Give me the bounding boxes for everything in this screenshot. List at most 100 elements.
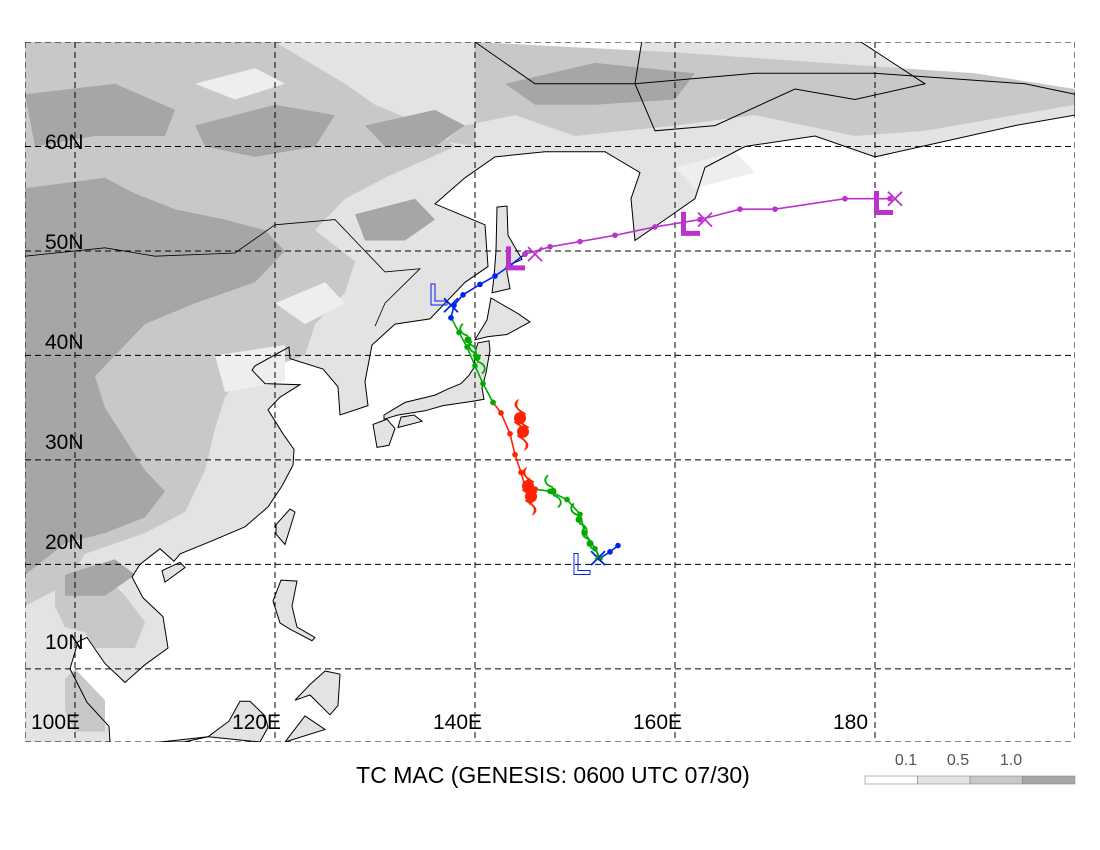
island-coast-1 bbox=[372, 418, 396, 448]
lat-label-60n: 60N bbox=[45, 131, 84, 154]
national-border bbox=[25, 219, 422, 327]
light-patch-0 bbox=[215, 345, 285, 392]
lat-label-20n: 20N bbox=[45, 531, 84, 554]
low-l-icon bbox=[681, 211, 700, 236]
marker-ts-11 bbox=[570, 502, 588, 537]
typhoon-center-icon bbox=[517, 425, 529, 438]
marker-x-3 bbox=[697, 211, 713, 228]
x-mark-icon bbox=[697, 211, 713, 228]
island-coast-6 bbox=[272, 579, 316, 642]
track-point-3-1 bbox=[480, 380, 486, 387]
track-point-5-5 bbox=[697, 216, 703, 223]
track-point-2-4 bbox=[507, 430, 513, 437]
light-patch-1 bbox=[195, 68, 285, 100]
low-l-open-icon bbox=[573, 553, 591, 575]
track-point-5-0 bbox=[522, 251, 528, 257]
track-point-5-8 bbox=[842, 195, 848, 202]
track-point-5-4 bbox=[652, 224, 658, 230]
x-mark-icon bbox=[887, 191, 903, 207]
track-point-0-1 bbox=[607, 549, 613, 555]
marker-ty-16 bbox=[516, 412, 530, 452]
track-segment-5 bbox=[524, 197, 890, 255]
island-coast-8 bbox=[206, 700, 269, 742]
storm-arms-icon bbox=[581, 526, 599, 561]
storm-arms-icon bbox=[570, 502, 588, 537]
legend-swatch-2 bbox=[969, 775, 1023, 785]
island-coast-11 bbox=[161, 561, 186, 583]
track-point-5-9 bbox=[887, 195, 893, 202]
dark-shade-6 bbox=[65, 559, 135, 596]
island-coast-2 bbox=[397, 414, 424, 429]
low-l-icon bbox=[874, 191, 893, 215]
legend-label-0-1: 0.1 bbox=[895, 752, 917, 769]
island-coast-4 bbox=[491, 205, 523, 294]
track-point-0-0 bbox=[615, 542, 621, 549]
track-point-4-0 bbox=[448, 315, 454, 321]
storm-center-icon bbox=[549, 487, 557, 495]
track-point-5-6 bbox=[737, 206, 743, 212]
marker-L-open-9 bbox=[573, 553, 591, 575]
storm-markers bbox=[430, 191, 903, 575]
coastlines bbox=[25, 42, 1075, 742]
island-coast-5 bbox=[275, 508, 296, 546]
lat-label-30n: 30N bbox=[45, 431, 84, 454]
island-coast-9 bbox=[284, 715, 327, 742]
island-coast-0 bbox=[383, 340, 491, 420]
dark-shade-5 bbox=[355, 198, 435, 241]
x-mark-icon bbox=[527, 246, 543, 262]
lat-label-50n: 50N bbox=[45, 231, 84, 254]
storm-center-icon bbox=[473, 354, 481, 361]
island-8 bbox=[208, 701, 268, 742]
low-l-open-icon bbox=[430, 283, 448, 306]
island-5 bbox=[276, 509, 295, 545]
island-coast-3 bbox=[473, 297, 531, 341]
storm-center-icon bbox=[575, 516, 583, 523]
marker-ts-18 bbox=[468, 340, 486, 375]
lat-label-10n: 10N bbox=[45, 631, 84, 654]
legend-label-0-5: 0.5 bbox=[947, 752, 969, 769]
track-point-5-1 bbox=[547, 243, 553, 250]
track-point-5-7 bbox=[772, 206, 778, 212]
shading-legend: 0.1 0.5 1.0 bbox=[864, 752, 1076, 785]
island-7 bbox=[295, 671, 340, 715]
lon-label-180: 180 bbox=[833, 711, 868, 734]
marker-x-start-0 bbox=[590, 550, 606, 566]
lat-label-40n: 40N bbox=[45, 331, 84, 354]
legend-swatch-0 bbox=[864, 775, 918, 785]
island-coast-12 bbox=[634, 42, 927, 132]
island-0 bbox=[384, 340, 490, 420]
storm-center-icon bbox=[586, 540, 594, 547]
track-point-4-3 bbox=[477, 281, 483, 288]
dark-shade-3 bbox=[365, 109, 465, 147]
marker-L-5 bbox=[506, 246, 525, 271]
asia-coastline bbox=[69, 42, 1075, 742]
lon-label-100e: 100E bbox=[31, 711, 80, 734]
legend-swatch-3 bbox=[1022, 775, 1076, 785]
lon-label-120e: 120E bbox=[232, 711, 281, 734]
storm-arms-icon bbox=[544, 474, 562, 509]
lon-label-140e: 140E bbox=[433, 711, 482, 734]
track-point-2-5 bbox=[498, 410, 504, 416]
track-point-3-0 bbox=[490, 399, 496, 406]
x-mark-icon bbox=[590, 550, 606, 566]
typhoon-arms-icon bbox=[516, 412, 530, 452]
track-point-1-4 bbox=[564, 496, 570, 503]
track-segment-3 bbox=[450, 317, 494, 403]
typhoon-arms-icon bbox=[524, 477, 538, 516]
legend-swatch-1 bbox=[917, 775, 971, 785]
track-point-2-3 bbox=[512, 451, 518, 458]
island-coast-7 bbox=[294, 670, 341, 716]
island-6 bbox=[273, 580, 315, 641]
marker-x-2 bbox=[527, 246, 543, 262]
marker-L-7 bbox=[874, 191, 893, 215]
dark-shade-2 bbox=[195, 104, 335, 157]
marker-ts-12 bbox=[544, 474, 562, 509]
map-title: TC MAC (GENESIS: 0600 UTC 07/30) bbox=[356, 762, 750, 788]
track-point-3-2 bbox=[472, 363, 478, 369]
marker-L-6 bbox=[681, 211, 700, 236]
island-10 bbox=[160, 736, 208, 742]
track-point-5-3 bbox=[612, 232, 618, 239]
lon-label-160e: 160E bbox=[633, 711, 682, 734]
storm-center-icon bbox=[464, 336, 472, 344]
